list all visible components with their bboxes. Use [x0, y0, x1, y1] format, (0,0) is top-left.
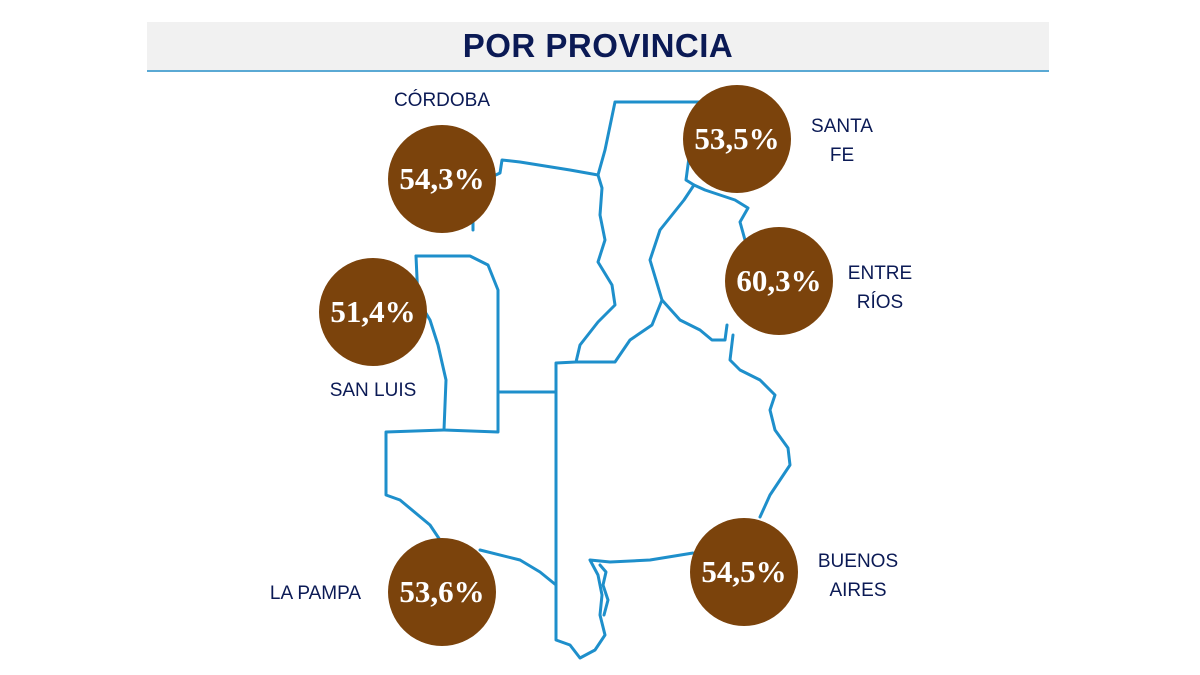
santa-fe-outline [574, 100, 702, 364]
la-pampa-value: 53,6% [399, 574, 485, 609]
santa-fe-bubble: 53,5% [683, 85, 791, 193]
santa-fe-label: SANTA FE [802, 112, 882, 170]
la-pampa-outline [384, 428, 558, 587]
buenos-aires-name-line1: BUENOS [817, 551, 899, 572]
cordoba-name: CÓRDOBA [393, 90, 491, 111]
buenos-aires-bubble: 54,5% [690, 518, 798, 626]
san-luis-value: 51,4% [330, 294, 416, 329]
bay-detail [598, 563, 610, 617]
santa-fe-value: 53,5% [694, 121, 780, 156]
entre-rios-name-line2: RÍOS [856, 292, 904, 313]
buenos-aires-label: BUENOS AIRES [808, 547, 908, 605]
san-luis-name: SAN LUIS [329, 380, 417, 401]
san-luis-outline [414, 254, 500, 434]
san-luis-label: SAN LUIS [318, 376, 428, 405]
cordoba-bubble: 54,3% [388, 125, 496, 233]
entre-rios-label: ENTRE RÍOS [840, 259, 920, 317]
san-luis-bubble: 51,4% [319, 258, 427, 366]
title-bar: POR PROVINCIA [147, 22, 1049, 72]
la-pampa-name: LA PAMPA [269, 583, 362, 604]
page-title: POR PROVINCIA [462, 27, 734, 64]
entre-rios-name-line1: ENTRE [847, 263, 913, 284]
la-pampa-label: LA PAMPA [258, 579, 373, 608]
buenos-aires-outline [554, 333, 792, 660]
entre-rios-bubble: 60,3% [725, 227, 833, 335]
entre-rios-value: 60,3% [736, 263, 822, 298]
buenos-aires-value: 54,5% [701, 554, 787, 589]
cordoba-value: 54,3% [399, 161, 485, 196]
cordoba-label: CÓRDOBA [387, 86, 497, 115]
la-pampa-bubble: 53,6% [388, 538, 496, 646]
santa-fe-name-line2: FE [829, 145, 855, 166]
buenos-aires-name-line2: AIRES [829, 580, 887, 601]
entre-rios-outline [660, 183, 750, 342]
santa-fe-name-line1: SANTA [811, 116, 873, 137]
